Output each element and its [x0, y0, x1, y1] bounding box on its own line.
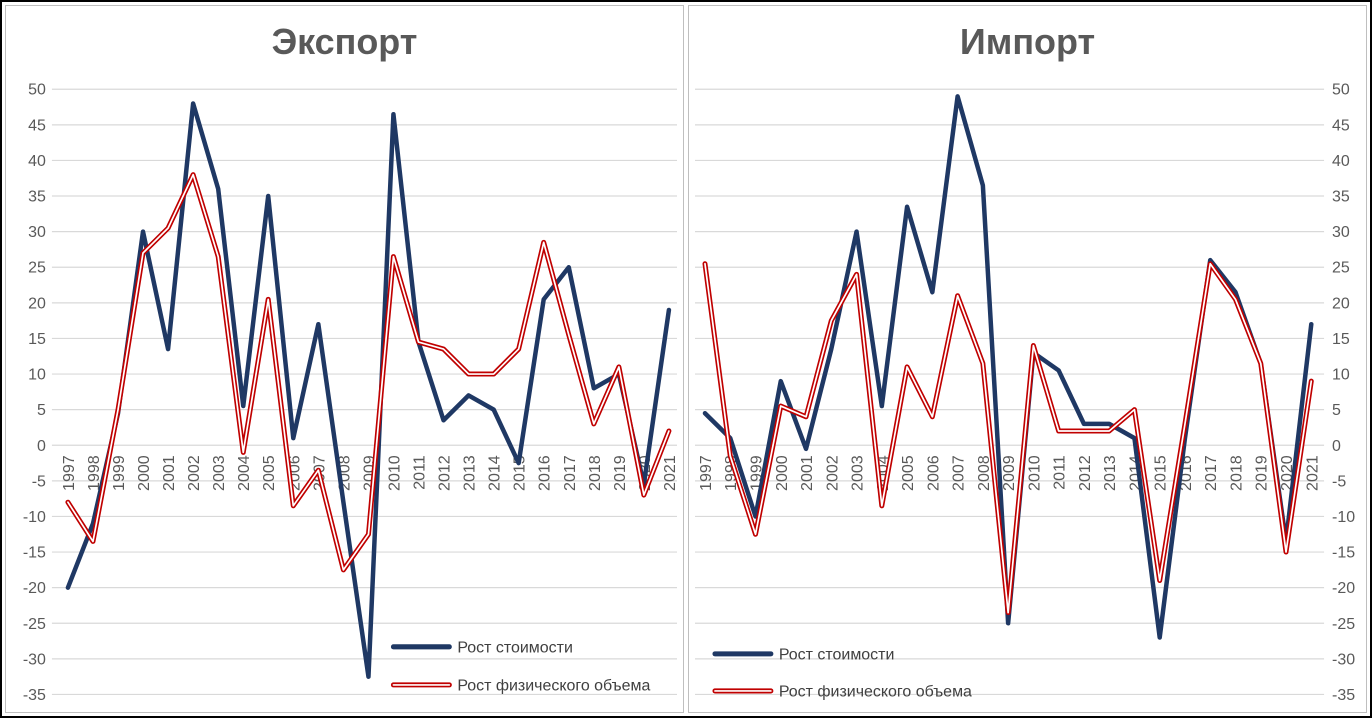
x-axis-year-label: 1998: [723, 455, 740, 491]
x-axis-year-label: 2017: [562, 455, 579, 491]
series-line-value: [65, 101, 672, 679]
series-line-volume: [702, 261, 1314, 616]
x-axis-year-label: 2001: [161, 455, 178, 491]
y-axis-tick-label: 25: [28, 260, 46, 277]
series-line-volume-core: [704, 262, 1313, 614]
y-axis-tick-label: 40: [1332, 153, 1350, 170]
y-axis-tick-label: 30: [28, 224, 46, 241]
x-axis-year-label: 2019: [612, 455, 629, 491]
x-axis-year-label: 1997: [698, 455, 715, 491]
x-axis-year-label: 2015: [1153, 455, 1170, 491]
y-axis-tick-label: -20: [23, 580, 46, 597]
x-axis-year-label: 2021: [662, 455, 679, 491]
y-axis-tick-label: 45: [1332, 117, 1350, 134]
y-axis-tick-label: 35: [28, 189, 46, 206]
y-axis-tick-label: -30: [23, 651, 46, 668]
y-axis-tick-label: -10: [23, 509, 46, 526]
y-axis-tick-label: -25: [23, 616, 46, 633]
x-axis-year-label: 2019: [1254, 455, 1271, 491]
y-axis-tick-label: 20: [28, 295, 46, 312]
x-axis-year-label: 2009: [1001, 455, 1018, 491]
y-axis-tick-label: -15: [1332, 545, 1355, 562]
x-axis-year-label: 2000: [136, 455, 153, 491]
x-axis-year-label: 2018: [587, 455, 604, 491]
x-axis-year-label: 2005: [261, 455, 278, 491]
x-axis-year-label: 2014: [487, 455, 504, 491]
y-axis-tick-label: 10: [28, 367, 46, 384]
x-axis-year-label: 2017: [1203, 455, 1220, 491]
x-axis-year-label: 2010: [386, 455, 403, 491]
y-axis-tick-label: 10: [1332, 367, 1350, 384]
x-axis-year-label: 2003: [211, 455, 228, 491]
x-axis-year-label: 2018: [1229, 455, 1246, 491]
y-axis-tick-label: -20: [1332, 580, 1355, 597]
series-line-value: [702, 94, 1314, 640]
y-axis-tick-label: 50: [1332, 82, 1350, 99]
x-axis-year-label: 2000: [774, 455, 791, 491]
chart-title: Импорт: [960, 21, 1095, 62]
y-axis-tick-label: 45: [28, 117, 46, 134]
x-axis-year-label: 2021: [1304, 455, 1321, 491]
import-chart-panel: 50 45 40 35 30 25 20 15 10 5 0 -5 -10 -15 -20 -25 -30 -35…: [688, 5, 1367, 713]
legend-label: Рост физического объема: [779, 683, 972, 700]
legend-label: Рост стоимости: [779, 646, 895, 663]
y-axis-tick-label: -5: [32, 473, 46, 490]
y-axis-tick-label: -35: [23, 687, 46, 704]
x-axis-year-label: 2011: [1052, 455, 1069, 490]
y-axis-tick-label: -15: [23, 545, 46, 562]
legend-label: Рост физического объема: [457, 677, 650, 694]
y-axis-tick-label: -30: [1332, 651, 1355, 668]
x-axis-year-label: 2015: [512, 455, 529, 491]
y-axis-tick-label: 5: [1332, 402, 1341, 419]
x-axis-year-label: 2011: [412, 455, 429, 490]
export-line-chart: 50454035302520151050-5-10-15-20-25-30-35…: [23, 21, 679, 704]
y-axis-tick-label: 35: [1332, 189, 1350, 206]
x-axis-year-label: 2016: [537, 455, 554, 491]
x-axis-year-label: 2012: [437, 455, 454, 491]
chart-title: Экспорт: [272, 21, 418, 62]
import-line-chart: 50454035302520151050-5-10-15-20-25-30-35…: [694, 21, 1355, 704]
y-axis-tick-label: -35: [1332, 687, 1355, 704]
x-axis-year-label: 2013: [1102, 455, 1119, 491]
y-axis-tick-label: -10: [1332, 509, 1355, 526]
y-axis-tick-label: 0: [1332, 438, 1341, 455]
x-axis-year-label: 2010: [1026, 455, 1043, 491]
y-axis-tick-label: 15: [1332, 331, 1350, 348]
y-axis-tick-label: 50: [28, 82, 46, 99]
x-axis-year-label: 2008: [976, 455, 993, 491]
x-axis-year-label: 2003: [850, 455, 867, 491]
x-axis-year-label: 2006: [925, 455, 942, 491]
export-chart-panel: 50 45 40 35 30 25 20 15 10 5 0 -5 -10 -15 -20 -25 -30 -35…: [5, 5, 684, 713]
legend-label: Рост стоимости: [457, 639, 573, 656]
y-axis-tick-label: 30: [1332, 224, 1350, 241]
y-axis-tick-label: -5: [1332, 473, 1346, 490]
y-axis-tick-label: 40: [28, 153, 46, 170]
x-axis-year-label: 2002: [186, 455, 203, 491]
x-axis-year-label: 2002: [824, 455, 841, 491]
y-axis-tick-label: 15: [28, 331, 46, 348]
y-axis-tick-label: 0: [37, 438, 46, 455]
x-axis-year-label: 2004: [236, 455, 253, 491]
x-axis-year-label: 2007: [951, 455, 968, 491]
x-axis-year-label: 1999: [111, 455, 128, 491]
x-axis-year-label: 2001: [799, 455, 816, 491]
y-axis-tick-label: 20: [1332, 295, 1350, 312]
x-axis-year-label: 1997: [61, 455, 78, 491]
x-axis-year-label: 2012: [1077, 455, 1094, 491]
y-axis-tick-label: 25: [1332, 260, 1350, 277]
y-axis-tick-label: 5: [37, 402, 46, 419]
series-line-volume-core: [67, 173, 670, 571]
x-axis-year-label: 2013: [462, 455, 479, 491]
x-axis-year-label: 2005: [900, 455, 917, 491]
x-axis-year-label: 1998: [86, 455, 103, 491]
y-axis-tick-label: -25: [1332, 616, 1355, 633]
